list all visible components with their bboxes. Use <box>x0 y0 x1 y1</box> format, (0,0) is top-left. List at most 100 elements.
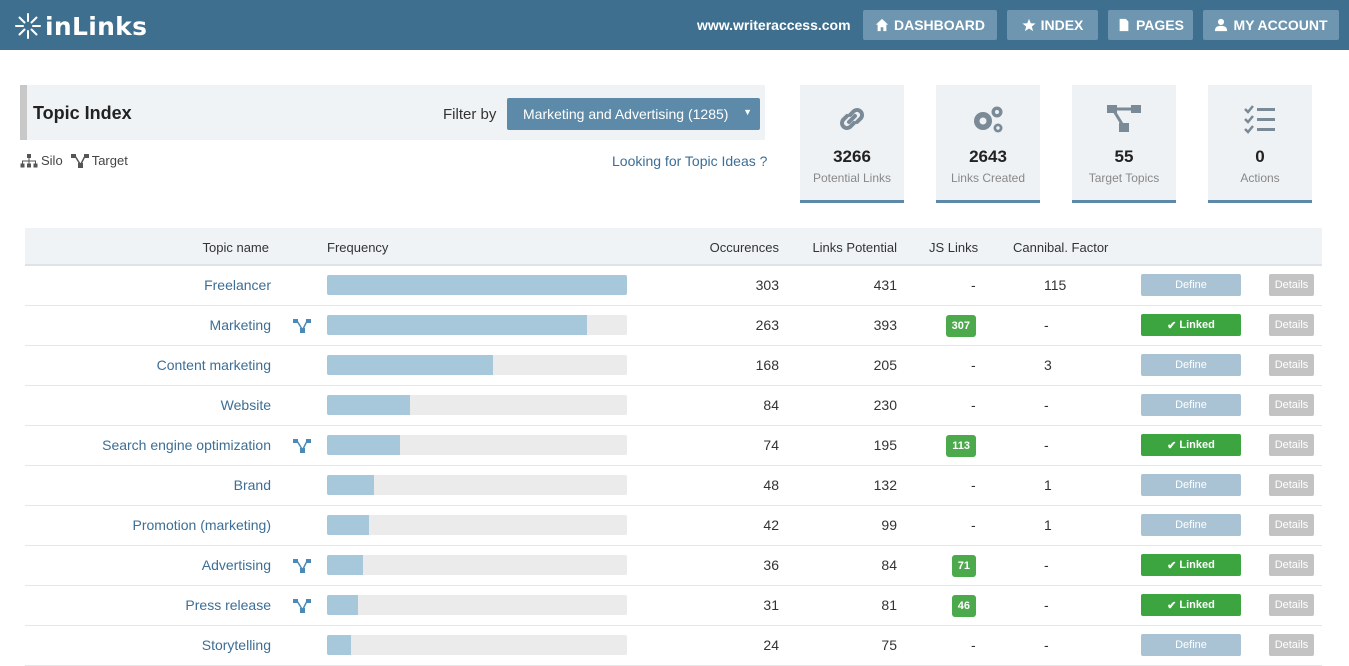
burst-logo-icon <box>15 13 41 39</box>
details-button[interactable]: Details <box>1269 314 1314 336</box>
frequency-bar <box>327 435 627 455</box>
topic-name-link[interactable]: Brand <box>233 477 271 493</box>
col-topic-name[interactable]: Topic name <box>202 240 269 255</box>
col-js-links[interactable]: JS Links <box>929 240 979 255</box>
details-button[interactable]: Details <box>1269 394 1314 416</box>
linked-button[interactable]: ✔ Linked <box>1141 594 1241 616</box>
pages-button[interactable]: PAGES <box>1108 10 1193 40</box>
details-button[interactable]: Details <box>1269 274 1314 296</box>
linked-label: Linked <box>1179 559 1215 571</box>
filter-select[interactable]: Marketing and Advertising (1285) ▼ <box>507 98 760 130</box>
frequency-bar-fill <box>327 595 358 615</box>
links-potential-value: 230 <box>873 397 897 413</box>
define-label: Define <box>1175 399 1207 411</box>
frequency-bar-fill <box>327 515 369 535</box>
topic-name-link[interactable]: Marketing <box>209 317 271 333</box>
details-button[interactable]: Details <box>1269 514 1314 536</box>
details-button[interactable]: Details <box>1269 354 1314 376</box>
topic-name-link[interactable]: Promotion (marketing) <box>132 517 272 533</box>
col-links-potential[interactable]: Links Potential <box>812 240 897 255</box>
linked-button[interactable]: ✔ Linked <box>1141 554 1241 576</box>
define-button[interactable]: Define <box>1141 274 1241 296</box>
check-icon: ✔ <box>1167 559 1180 572</box>
legend-silo-label: Silo <box>41 153 63 168</box>
star-icon <box>1022 18 1036 32</box>
js-links-badge: 46 <box>951 595 976 617</box>
gears-icon <box>974 106 1003 133</box>
define-button[interactable]: Define <box>1141 474 1241 496</box>
my-account-button[interactable]: MY ACCOUNT <box>1203 10 1339 40</box>
details-button[interactable]: Details <box>1269 554 1314 576</box>
js-links-badge: 71 <box>951 555 976 577</box>
my-account-label: MY ACCOUNT <box>1233 17 1328 33</box>
top-navbar: inLinks www.writeraccess.com DASHBOARD I… <box>0 0 1349 50</box>
filter-label: Filter by <box>443 106 497 123</box>
dashboard-label: DASHBOARD <box>894 17 985 33</box>
cannibal-factor-value: 115 <box>1044 277 1067 293</box>
details-button[interactable]: Details <box>1269 434 1314 456</box>
stat-label: Links Created <box>950 171 1026 185</box>
frequency-bar <box>327 275 627 295</box>
stat-card-links-created: 2643 Links Created <box>936 85 1040 203</box>
cannibal-factor-value: - <box>1044 557 1049 573</box>
stat-value: 3266 <box>833 147 871 166</box>
occurences-value: 84 <box>763 397 779 413</box>
stat-card-actions: 0 Actions <box>1208 85 1312 203</box>
links-potential-value: 99 <box>881 517 897 533</box>
occurences-value: 168 <box>755 357 779 373</box>
details-label: Details <box>1274 519 1309 531</box>
check-icon: ✔ <box>1167 599 1180 612</box>
index-label: INDEX <box>1040 17 1084 33</box>
col-frequency[interactable]: Frequency <box>327 240 389 255</box>
topic-name-link[interactable]: Press release <box>185 597 271 613</box>
target-icon <box>293 559 311 573</box>
target-icon <box>293 439 311 453</box>
topic-name-link[interactable]: Advertising <box>201 557 271 573</box>
dashboard-button[interactable]: DASHBOARD <box>863 10 997 40</box>
topic-name-link[interactable]: Content marketing <box>156 357 271 373</box>
frequency-bar <box>327 515 627 535</box>
page-icon <box>1119 18 1129 32</box>
define-label: Define <box>1175 359 1207 371</box>
topic-name-link[interactable]: Website <box>220 397 271 413</box>
links-potential-value: 393 <box>873 317 897 333</box>
index-button[interactable]: INDEX <box>1007 10 1098 40</box>
topic-name-link[interactable]: Search engine optimization <box>102 437 271 453</box>
cannibal-factor-value: - <box>1044 637 1049 653</box>
target-icon <box>293 319 311 333</box>
frequency-bar <box>327 475 627 495</box>
frequency-bar <box>327 315 627 335</box>
frequency-bar-fill <box>327 635 351 655</box>
define-label: Define <box>1175 279 1207 291</box>
topic-ideas-link[interactable]: Looking for Topic Ideas ? <box>612 153 768 169</box>
define-label: Define <box>1175 479 1207 491</box>
details-button[interactable]: Details <box>1269 474 1314 496</box>
js-links-badge: 307 <box>945 315 976 337</box>
col-occurences[interactable]: Occurences <box>709 240 779 255</box>
col-cannibal-factor[interactable]: Cannibal. Factor <box>1013 240 1109 255</box>
details-label: Details <box>1274 639 1309 651</box>
define-button[interactable]: Define <box>1141 394 1241 416</box>
linked-button[interactable]: ✔ Linked <box>1141 434 1241 456</box>
links-potential-value: 132 <box>873 477 897 493</box>
details-label: Details <box>1274 359 1309 371</box>
define-button[interactable]: Define <box>1141 514 1241 536</box>
define-button[interactable]: Define <box>1141 634 1241 656</box>
links-potential-value: 431 <box>873 277 897 293</box>
details-label: Details <box>1274 559 1309 571</box>
table-row: Freelancer 303 431 - 115 Define Details <box>25 266 1322 306</box>
details-button[interactable]: Details <box>1269 594 1314 616</box>
topic-name-link[interactable]: Freelancer <box>204 277 271 293</box>
inlinks-logo[interactable]: inLinks <box>14 12 147 41</box>
details-button[interactable]: Details <box>1269 634 1314 656</box>
details-label: Details <box>1274 399 1309 411</box>
stat-card-potential-links: 3266 Potential Links <box>800 85 904 203</box>
stat-value: 0 <box>1255 147 1265 166</box>
frequency-bar <box>327 555 627 575</box>
define-button[interactable]: Define <box>1141 354 1241 376</box>
js-links-value: - <box>971 277 976 293</box>
occurences-value: 74 <box>763 437 779 453</box>
linked-button[interactable]: ✔ Linked <box>1141 314 1241 336</box>
frequency-bar <box>327 355 627 375</box>
topic-name-link[interactable]: Storytelling <box>201 637 271 653</box>
